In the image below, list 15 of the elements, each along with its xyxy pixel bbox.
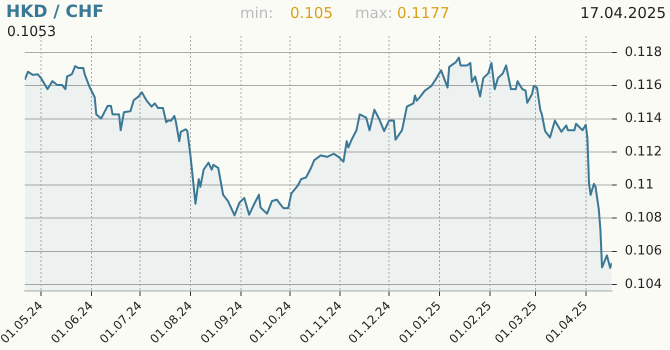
y-tick-label: 0.112: [624, 144, 662, 160]
annotation: 0.1053: [7, 24, 56, 40]
y-tick-label: 0.11: [624, 177, 654, 192]
y-tick-label: 0.118: [624, 44, 662, 60]
chart-title: HKD / CHF: [6, 2, 104, 22]
y-tick-label: 0.114: [624, 111, 662, 126]
y-tick-label: 0.116: [624, 78, 662, 94]
text: 17.04.2025: [580, 4, 666, 22]
text: min:: [240, 4, 274, 22]
text: max:: [355, 4, 393, 22]
text: 0.1177: [397, 4, 450, 22]
y-tick-label: 0.104: [624, 276, 662, 292]
text: 0.105: [290, 4, 333, 22]
y-tick-label: 0.106: [624, 244, 662, 259]
y-tick-label: 0.108: [624, 210, 662, 226]
